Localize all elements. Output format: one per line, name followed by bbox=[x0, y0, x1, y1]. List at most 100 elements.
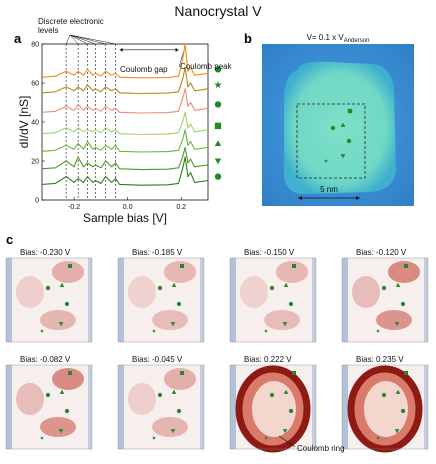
discrete-level-pointer bbox=[69, 34, 116, 45]
stm-voltage-label: V= 0.1 x VAnderson bbox=[307, 33, 370, 44]
map-marker-star bbox=[40, 435, 44, 440]
stm-marker-circle bbox=[330, 125, 336, 131]
map-marker-square bbox=[292, 371, 296, 375]
scalebar-arrow-right bbox=[356, 196, 360, 200]
map-hotspot bbox=[128, 276, 156, 308]
stm-marker-square bbox=[347, 108, 353, 114]
series-marker-square bbox=[214, 122, 222, 130]
conductance-map: Bias: -0.120 V bbox=[341, 248, 429, 343]
stm-marker-triangle-up bbox=[340, 122, 346, 127]
discrete-level-pointer bbox=[69, 34, 79, 45]
coulomb-ring-annotation: Coulomb ring bbox=[297, 444, 345, 453]
spectrum-line-1 bbox=[41, 146, 209, 171]
map-marker-square bbox=[404, 371, 408, 375]
map-frame bbox=[117, 364, 205, 450]
series-marker-circle bbox=[214, 101, 222, 108]
map-bias-label: Bias: -0.150 V bbox=[244, 248, 295, 257]
map-marker-circle bbox=[45, 392, 51, 398]
map-edge-blue bbox=[118, 365, 124, 449]
map-hotspot bbox=[152, 310, 188, 330]
x-tick-label: 0.2 bbox=[176, 204, 186, 211]
map-bias-label: Bias: -0.230 V bbox=[20, 248, 71, 257]
series-marker-star bbox=[214, 81, 222, 89]
map-marker-circle bbox=[176, 301, 182, 307]
map-marker-triangle-up bbox=[171, 389, 177, 394]
map-marker-star bbox=[152, 435, 156, 440]
map-bias-label: Bias: -0.082 V bbox=[20, 355, 71, 364]
map-edge-blue bbox=[230, 365, 236, 449]
map-hotspot bbox=[264, 310, 300, 330]
x-tick-label: -0.2 bbox=[68, 204, 80, 211]
map-marker-circle bbox=[288, 301, 294, 307]
map-marker-circle bbox=[176, 408, 182, 414]
map-edge-blue bbox=[88, 258, 92, 342]
map-frame bbox=[341, 257, 429, 343]
map-marker-triangle-up bbox=[59, 282, 65, 287]
map-edge-blue bbox=[230, 258, 236, 342]
map-edge-blue bbox=[342, 365, 348, 449]
map-hotspot bbox=[52, 368, 84, 390]
map-marker-triangle-up bbox=[283, 282, 289, 287]
map-edge-blue bbox=[424, 258, 428, 342]
conductance-map: Bias: -0.082 V bbox=[5, 355, 93, 450]
scalebar-arrow-left bbox=[298, 196, 302, 200]
map-marker-triangle-up bbox=[395, 389, 401, 394]
map-marker-square bbox=[292, 264, 296, 268]
map-marker-circle bbox=[64, 301, 70, 307]
discrete-levels-annotation: Discrete electronic levels bbox=[38, 17, 106, 35]
stm-topography-image bbox=[262, 44, 414, 206]
x-axis-label: Sample bias [V] bbox=[83, 211, 167, 225]
scalebar-label: 5 nm bbox=[320, 185, 338, 194]
map-marker-triangle-down bbox=[170, 322, 176, 327]
map-edge-blue bbox=[312, 258, 316, 342]
map-hotspot bbox=[164, 261, 196, 283]
map-hotspot bbox=[164, 368, 196, 390]
map-marker-square bbox=[68, 264, 72, 268]
discrete-level-pointer bbox=[65, 34, 71, 45]
map-hotspot bbox=[128, 383, 156, 415]
map-marker-star bbox=[264, 435, 268, 440]
map-marker-circle bbox=[45, 285, 51, 291]
map-bias-label: Bias: 0.235 V bbox=[356, 355, 404, 364]
map-marker-triangle-down bbox=[282, 322, 288, 327]
conductance-maps-grid: Bias: -0.230 V Bias: -0.185 V Bias: -0.150… bbox=[5, 248, 429, 453]
map-hotspot bbox=[52, 261, 84, 283]
y-axis-label: dI/dV [nS] bbox=[17, 96, 31, 149]
map-edge-blue bbox=[424, 365, 428, 449]
map-marker-circle bbox=[157, 392, 163, 398]
map-marker-triangle-down bbox=[58, 429, 64, 434]
coulomb-gap-arrowhead bbox=[119, 47, 123, 52]
map-hotspot bbox=[352, 276, 380, 308]
map-background bbox=[6, 258, 92, 342]
dIdV-spectra-chart: -0.2 0.0 0.2 0 20 40 60 80 Sample bias [V] dI/dV … bbox=[17, 34, 222, 225]
map-marker-circle bbox=[288, 408, 294, 414]
series-marker-triangle-down bbox=[214, 158, 222, 165]
map-hotspot bbox=[388, 261, 420, 283]
map-marker-triangle-up bbox=[59, 389, 65, 394]
map-marker-triangle-down bbox=[58, 322, 64, 327]
map-edge-blue bbox=[6, 365, 12, 449]
conductance-map: Bias: 0.222 V bbox=[229, 355, 317, 453]
coulomb-gap-annotation: Coulomb gap bbox=[120, 65, 168, 74]
map-marker-square bbox=[68, 371, 72, 375]
coulomb-ring-inner bbox=[252, 381, 296, 437]
spectrum-line-3 bbox=[41, 111, 209, 136]
stm-position-markers bbox=[323, 108, 353, 163]
map-edge-blue bbox=[118, 258, 124, 342]
coulomb-gap-arrowhead bbox=[175, 47, 179, 52]
spectrum-line-5 bbox=[41, 66, 209, 95]
discrete-level-pointer bbox=[69, 34, 96, 45]
nanocrystal-island bbox=[284, 61, 396, 194]
map-hotspot bbox=[276, 261, 308, 283]
conductance-map: Bias: -0.045 V bbox=[117, 355, 205, 450]
map-marker-circle bbox=[400, 408, 406, 414]
y-tick-label: 80 bbox=[31, 42, 39, 49]
map-background bbox=[118, 365, 204, 449]
map-edge-blue bbox=[342, 258, 348, 342]
map-marker-circle bbox=[381, 285, 387, 291]
coulomb-ring-pointer bbox=[278, 435, 296, 448]
map-marker-star bbox=[264, 328, 268, 333]
map-edge-blue bbox=[200, 258, 204, 342]
y-tick-label: 0 bbox=[35, 198, 39, 205]
